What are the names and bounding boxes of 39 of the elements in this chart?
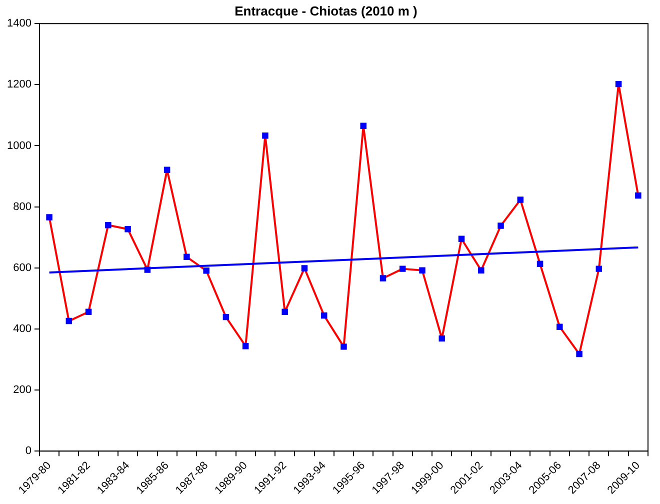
y-tick-label: 600 <box>13 262 32 274</box>
point <box>262 132 268 139</box>
point <box>635 192 642 199</box>
point <box>478 267 484 274</box>
point <box>596 266 602 272</box>
point <box>400 266 406 272</box>
point <box>360 122 366 130</box>
point <box>184 254 190 260</box>
chart-title: Entracque - Chiotas (2010 m ) <box>234 3 418 18</box>
point <box>320 312 328 319</box>
point <box>242 342 249 350</box>
point <box>576 350 582 358</box>
point <box>282 308 288 315</box>
point <box>458 236 465 242</box>
y-tick-label: 800 <box>13 200 32 213</box>
point <box>438 335 446 342</box>
y-tick-label: 200 <box>13 384 32 396</box>
y-tick-label: 1200 <box>6 78 32 91</box>
point <box>124 226 131 232</box>
point <box>222 314 230 320</box>
point <box>46 214 52 220</box>
y-tick-label: 400 <box>13 323 32 336</box>
point <box>203 268 210 274</box>
point <box>419 267 426 274</box>
y-tick-label: 0 <box>25 445 32 458</box>
point <box>556 324 563 330</box>
point <box>85 308 92 315</box>
point <box>517 196 524 203</box>
point <box>380 275 386 282</box>
point <box>615 80 622 88</box>
point <box>301 265 308 272</box>
point <box>105 222 112 228</box>
point <box>536 260 544 268</box>
y-tick-label: 1000 <box>6 140 32 152</box>
y-tick-label: 1400 <box>6 18 32 30</box>
point <box>164 166 170 173</box>
point <box>340 344 347 350</box>
point <box>66 318 72 324</box>
point <box>498 222 504 229</box>
